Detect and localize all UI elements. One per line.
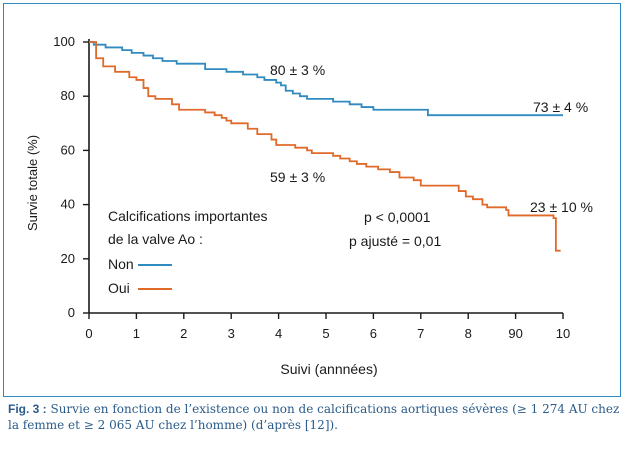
x-tick-label: 5 (322, 326, 329, 341)
x-tick-label: 1 (133, 326, 140, 341)
x-tick-label: 90 (508, 326, 522, 341)
legend-label-non: Non (108, 256, 134, 272)
legend-label-oui: Oui (108, 280, 130, 296)
x-axis-label: Suivi (annnées) (280, 361, 377, 377)
y-tick-label: 80 (61, 88, 75, 103)
survival-curve-non (89, 41, 563, 117)
x-tick-label: 3 (228, 326, 235, 341)
y-tick-label: 0 (68, 305, 75, 320)
x-tick-label: 4 (275, 326, 282, 341)
y-axis-label: Survie totale (%) (25, 135, 40, 231)
p-adjusted-label: p ajusté = 0,01 (349, 233, 441, 249)
x-tick-label: 8 (465, 326, 472, 341)
legend: Calcifications importantes de la valve A… (108, 208, 268, 296)
annotation-non-end: 73 ± 4 % (533, 99, 588, 115)
survival-curve-oui (89, 41, 561, 252)
x-tick-label: 10 (556, 326, 570, 341)
x-tick-label: 6 (370, 326, 377, 341)
legend-title-line1: Calcifications importantes (108, 208, 268, 224)
y-tick-label: 60 (61, 142, 75, 157)
legend-title-line2: de la valve Ao : (108, 231, 203, 247)
x-tick-label: 2 (180, 326, 187, 341)
caption-label: Fig. 3 : (8, 402, 47, 416)
figure-frame: 0 20 40 60 80 100 0 1 2 3 4 5 6 7 8 90 10 Survie totale … (3, 3, 621, 397)
y-tick-label: 40 (61, 197, 75, 212)
y-tick-label: 100 (53, 34, 75, 49)
caption-text: Survie en fonction de l’existence ou non… (8, 402, 620, 432)
annotation-non-midpoint: 80 ± 3 % (270, 62, 325, 78)
survival-chart: 0 20 40 60 80 100 0 1 2 3 4 5 6 7 8 90 10 Survie totale … (25, 34, 593, 377)
x-tick-label: 7 (417, 326, 424, 341)
y-tick-label: 20 (61, 251, 75, 266)
annotation-oui-midpoint: 59 ± 3 % (270, 169, 325, 185)
p-value-label: p < 0,0001 (364, 209, 431, 225)
annotation-oui-end: 23 ± 10 % (530, 199, 593, 215)
x-tick-label: 0 (85, 326, 92, 341)
figure-caption: Fig. 3 : Survie en fonction de l’existen… (8, 401, 620, 433)
